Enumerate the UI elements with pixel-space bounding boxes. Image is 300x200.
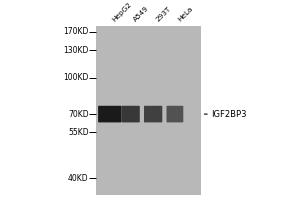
Text: HeLa: HeLa bbox=[177, 5, 194, 23]
Text: A549: A549 bbox=[132, 5, 150, 23]
Text: 100KD: 100KD bbox=[63, 73, 88, 82]
Text: 55KD: 55KD bbox=[68, 128, 88, 137]
Text: 40KD: 40KD bbox=[68, 174, 88, 183]
FancyBboxPatch shape bbox=[98, 106, 122, 122]
FancyBboxPatch shape bbox=[167, 106, 183, 122]
Text: HepG2: HepG2 bbox=[111, 1, 133, 23]
Text: 70KD: 70KD bbox=[68, 110, 88, 119]
Bar bbox=[96, 26, 201, 195]
FancyBboxPatch shape bbox=[122, 106, 140, 122]
Text: IGF2BP3: IGF2BP3 bbox=[212, 110, 247, 119]
FancyBboxPatch shape bbox=[144, 106, 162, 122]
Text: 170KD: 170KD bbox=[63, 27, 88, 36]
Text: 293T: 293T bbox=[154, 6, 172, 23]
Text: 130KD: 130KD bbox=[63, 46, 88, 55]
